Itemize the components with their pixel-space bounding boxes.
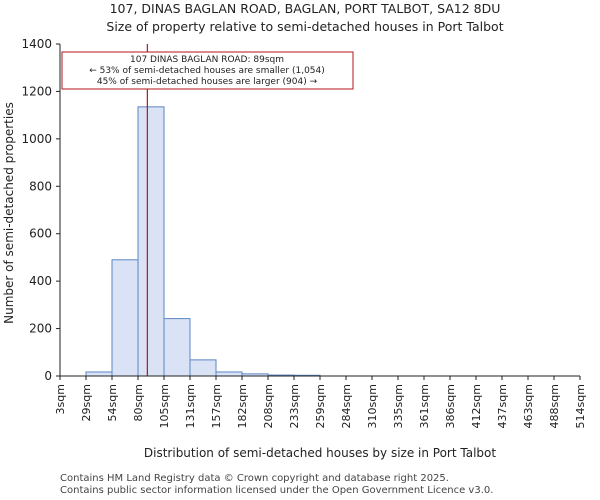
annotation-border (61, 51, 354, 90)
x-tick-label: 386sqm (444, 384, 457, 428)
y-tick-label: 200 (29, 322, 52, 336)
bar-105sqm (163, 318, 191, 377)
footer-line-1: Contains HM Land Registry data © Crown c… (60, 473, 449, 484)
x-ticks-group: 3sqm 29sqm 54sqm 80sqm 105sqm 131sqm 157sqm 182… (54, 376, 587, 428)
y-tick-label: 1000 (21, 132, 52, 146)
x-tick-label: 412sqm (470, 384, 483, 428)
x-axis-label: Distribution of semi-detached houses by … (144, 446, 496, 460)
bar-157sqm (215, 371, 243, 377)
annotation-line-1: 107 DINAS BAGLAN ROAD: 89sqm (130, 55, 284, 65)
x-tick-label: 208sqm (262, 384, 275, 428)
x-tick-label: 463sqm (522, 384, 535, 428)
x-tick-label: 488sqm (548, 384, 561, 428)
annotation-box: 107 DINAS BAGLAN ROAD: 89sqm ← 53% of se… (61, 51, 354, 90)
x-tick-label: 54sqm (106, 384, 119, 421)
x-tick-label: 29sqm (80, 384, 93, 421)
x-tick-label: 259sqm (314, 384, 327, 428)
x-tick-label: 80sqm (132, 384, 145, 421)
y-tick-label: 600 (29, 227, 52, 241)
x-tick-label: 514sqm (574, 384, 587, 428)
x-tick-label: 335sqm (392, 384, 405, 428)
chart-subtitle: Size of property relative to semi-detach… (106, 19, 503, 34)
y-tick-label: 1200 (21, 84, 52, 98)
x-tick-label: 131sqm (184, 384, 197, 428)
bar-54sqm (111, 259, 139, 377)
bar-80sqm (137, 106, 165, 377)
y-tick-label: 0 (44, 369, 52, 383)
bar-29sqm (85, 371, 113, 377)
x-tick-label: 284sqm (340, 384, 353, 428)
y-tick-label: 800 (29, 179, 52, 193)
x-tick-label: 157sqm (210, 384, 223, 428)
x-tick-label: 182sqm (236, 384, 249, 428)
annotation-line-3: 45% of semi-detached houses are larger (… (97, 77, 318, 87)
y-ticks-group: 0 200 400 600 800 1000 1200 1400 (21, 37, 60, 383)
x-tick-label: 3sqm (54, 384, 67, 414)
bar-131sqm (189, 359, 217, 377)
y-tick-label: 400 (29, 274, 52, 288)
annotation-line-2: ← 53% of semi-detached houses are smalle… (89, 66, 325, 76)
x-tick-label: 437sqm (496, 384, 509, 428)
x-tick-label: 361sqm (418, 384, 431, 428)
x-tick-label: 310sqm (366, 384, 379, 428)
y-tick-label: 1400 (21, 37, 52, 51)
footer-line-2: Contains public sector information licen… (60, 485, 493, 496)
x-tick-label: 233sqm (288, 384, 301, 428)
chart-title: 107, DINAS BAGLAN ROAD, BAGLAN, PORT TAL… (110, 1, 501, 16)
x-tick-label: 105sqm (158, 384, 171, 428)
bars-group (85, 106, 321, 377)
y-axis-label: Number of semi-detached properties (2, 102, 16, 324)
